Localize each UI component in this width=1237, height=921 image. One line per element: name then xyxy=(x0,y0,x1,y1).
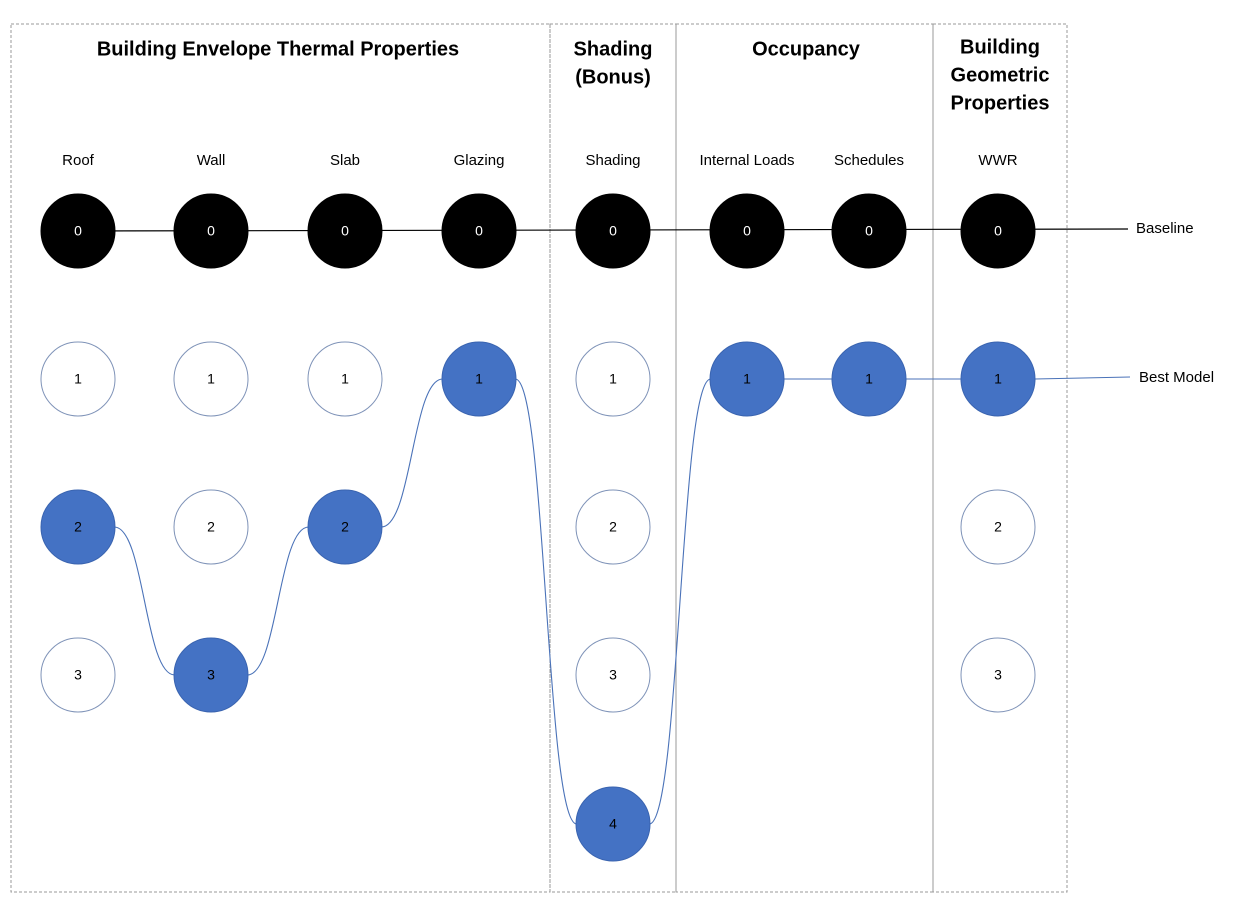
option-circle xyxy=(40,341,116,417)
option-circle xyxy=(40,489,116,565)
option-circle xyxy=(173,637,249,713)
option-circle xyxy=(173,489,249,565)
column-label: Schedules xyxy=(834,152,904,169)
option-node: 3 xyxy=(40,637,116,713)
section-title-geometry: Building xyxy=(960,36,1040,58)
option-circle xyxy=(960,637,1036,713)
option-number: 1 xyxy=(475,371,483,387)
option-number: 2 xyxy=(74,519,82,535)
option-circle xyxy=(831,341,907,417)
option-circle xyxy=(960,489,1036,565)
section-title-shading: Shading xyxy=(574,38,653,60)
option-number: 0 xyxy=(609,223,617,239)
option-circle xyxy=(40,637,116,713)
option-node: 3 xyxy=(960,637,1036,713)
option-circle xyxy=(307,489,383,565)
column-label: Wall xyxy=(197,152,226,169)
column-label: Internal Loads xyxy=(699,152,794,169)
section-title-shading: (Bonus) xyxy=(575,66,651,88)
option-circle xyxy=(575,489,651,565)
option-node: 1 xyxy=(173,341,249,417)
option-number: 2 xyxy=(341,519,349,535)
option-number: 0 xyxy=(207,223,215,239)
option-circle xyxy=(575,341,651,417)
option-circle xyxy=(709,193,785,269)
option-node: 1 xyxy=(709,341,785,417)
option-node: 1 xyxy=(575,341,651,417)
option-node: 0 xyxy=(307,193,383,269)
option-node: 1 xyxy=(441,341,517,417)
section-title-envelope: Building Envelope Thermal Properties xyxy=(97,38,459,60)
option-circle xyxy=(441,193,517,269)
column-label: Glazing xyxy=(454,152,505,169)
section-box-geometry xyxy=(932,23,1068,893)
option-circle xyxy=(831,193,907,269)
option-node: 0 xyxy=(831,193,907,269)
option-number: 0 xyxy=(865,223,873,239)
option-circle xyxy=(960,341,1036,417)
option-number: 1 xyxy=(74,371,82,387)
option-number: 3 xyxy=(74,667,82,683)
option-node: 2 xyxy=(173,489,249,565)
section-box-envelope xyxy=(10,23,551,893)
option-node: 4 xyxy=(575,786,651,862)
option-number: 2 xyxy=(994,519,1002,535)
section-title-geometry: Geometric xyxy=(951,64,1050,86)
option-circle xyxy=(575,786,651,862)
option-circle xyxy=(575,193,651,269)
option-number: 3 xyxy=(207,667,215,683)
option-number: 1 xyxy=(341,371,349,387)
option-number: 3 xyxy=(994,667,1002,683)
option-circle xyxy=(40,193,116,269)
option-number: 1 xyxy=(994,371,1002,387)
option-node: 2 xyxy=(40,489,116,565)
option-number: 1 xyxy=(207,371,215,387)
option-circle xyxy=(709,341,785,417)
option-node: 1 xyxy=(40,341,116,417)
best-model-path xyxy=(114,376,1131,825)
column-label: WWR xyxy=(978,152,1017,169)
option-node: 0 xyxy=(575,193,651,269)
option-node: 2 xyxy=(307,489,383,565)
best-model-label: Best Model xyxy=(1139,369,1214,386)
baseline-label: Baseline xyxy=(1136,220,1194,237)
option-number: 0 xyxy=(341,223,349,239)
option-number: 0 xyxy=(743,223,751,239)
option-circle xyxy=(307,341,383,417)
option-number: 1 xyxy=(865,371,873,387)
option-number: 2 xyxy=(207,519,215,535)
option-node: 0 xyxy=(960,193,1036,269)
option-number: 1 xyxy=(743,371,751,387)
option-node: 0 xyxy=(709,193,785,269)
option-number: 0 xyxy=(74,223,82,239)
option-circle xyxy=(441,341,517,417)
option-node: 1 xyxy=(307,341,383,417)
option-node: 3 xyxy=(173,637,249,713)
option-node: 0 xyxy=(40,193,116,269)
option-number: 2 xyxy=(609,519,617,535)
option-circle xyxy=(173,341,249,417)
option-number: 3 xyxy=(609,667,617,683)
option-node: 3 xyxy=(575,637,651,713)
option-node: 0 xyxy=(173,193,249,269)
option-node: 2 xyxy=(960,489,1036,565)
option-node: 1 xyxy=(831,341,907,417)
option-circle xyxy=(575,637,651,713)
section-title-occupancy: Occupancy xyxy=(752,38,861,60)
option-number: 0 xyxy=(475,223,483,239)
section-title-geometry: Properties xyxy=(951,92,1050,114)
option-node: 2 xyxy=(575,489,651,565)
option-number: 4 xyxy=(609,816,617,832)
option-number: 0 xyxy=(994,223,1002,239)
option-circle xyxy=(173,193,249,269)
column-label: Slab xyxy=(330,152,360,169)
column-label: Roof xyxy=(62,152,95,169)
option-node: 0 xyxy=(441,193,517,269)
option-circle xyxy=(307,193,383,269)
column-label: Shading xyxy=(585,152,640,169)
option-circle xyxy=(960,193,1036,269)
option-node: 1 xyxy=(960,341,1036,417)
option-number: 1 xyxy=(609,371,617,387)
